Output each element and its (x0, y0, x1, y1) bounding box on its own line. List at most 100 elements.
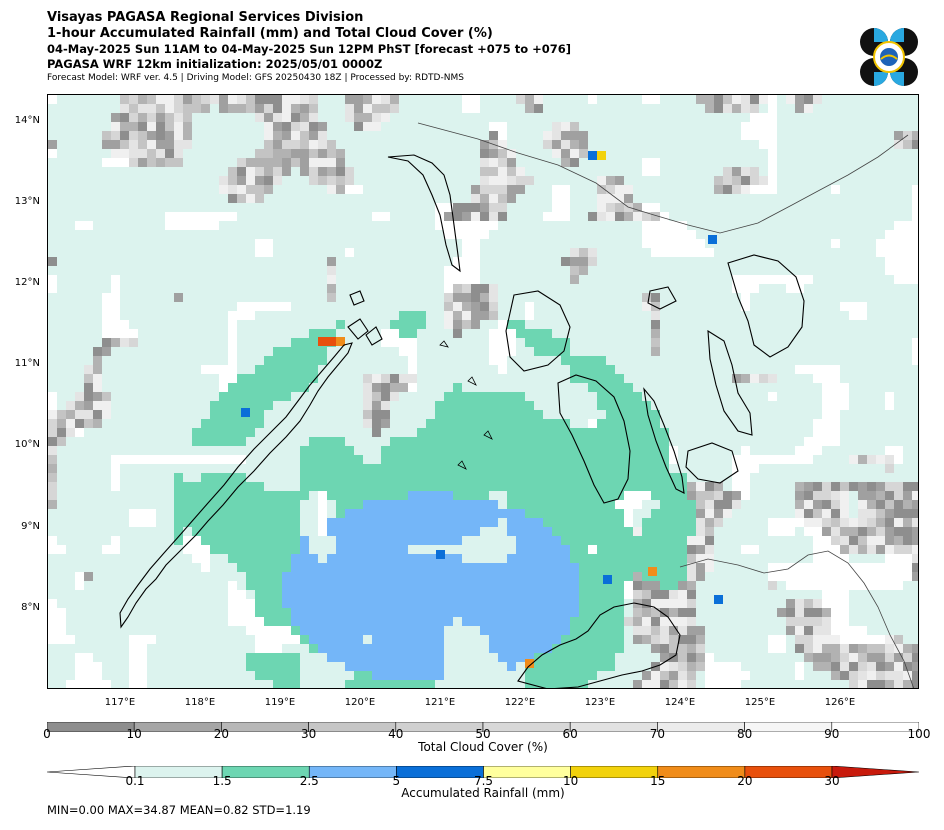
grid-cell (201, 158, 210, 167)
grid-cell (57, 158, 66, 167)
grid-cell (516, 320, 525, 329)
grid-cell (57, 320, 66, 329)
grid-cell (237, 122, 246, 131)
grid-cell (822, 140, 831, 149)
grid-cell (750, 248, 759, 257)
grid-cell (372, 329, 381, 338)
grid-cell (327, 293, 336, 302)
grid-cell (732, 113, 741, 122)
grid-cell (552, 491, 561, 500)
grid-cell (345, 302, 354, 311)
grid-cell (507, 149, 516, 158)
grid-cell (165, 158, 174, 167)
grid-cell (831, 149, 840, 158)
grid-cell (768, 500, 777, 509)
grid-cell (516, 95, 525, 104)
grid-cell (498, 554, 507, 563)
grid-cell (57, 428, 66, 437)
grid-cell (885, 428, 894, 437)
grid-cell (615, 230, 624, 239)
grid-cell (93, 131, 102, 140)
grid-cell (660, 437, 669, 446)
grid-cell (714, 392, 723, 401)
grid-cell (714, 95, 723, 104)
grid-cell (660, 536, 669, 545)
grid-cell (192, 113, 201, 122)
grid-cell (705, 491, 714, 500)
grid-cell (912, 464, 918, 473)
grid-cell (318, 293, 327, 302)
grid-cell (453, 455, 462, 464)
grid-cell (129, 491, 138, 500)
pagasa-logo (860, 28, 918, 86)
grid-cell (732, 266, 741, 275)
grid-cell (894, 437, 903, 446)
grid-cell (138, 581, 147, 590)
grid-cell (48, 293, 57, 302)
grid-cell (660, 590, 669, 599)
grid-cell (714, 212, 723, 221)
grid-cell (588, 464, 597, 473)
grid-cell (480, 392, 489, 401)
grid-cell (705, 302, 714, 311)
grid-cell (174, 266, 183, 275)
grid-cell (246, 365, 255, 374)
grid-cell (588, 554, 597, 563)
grid-cell (399, 176, 408, 185)
grid-cell (300, 158, 309, 167)
grid-cell (849, 356, 858, 365)
grid-cell (255, 113, 264, 122)
grid-cell (273, 446, 282, 455)
grid-cell (687, 257, 696, 266)
grid-cell (660, 104, 669, 113)
grid-cell (588, 473, 597, 482)
grid-cell (867, 383, 876, 392)
grid-cell (660, 149, 669, 158)
grid-cell (660, 473, 669, 482)
grid-cell (354, 356, 363, 365)
grid-cell (381, 491, 390, 500)
grid-cell (750, 212, 759, 221)
grid-cell (822, 122, 831, 131)
grid-cell (651, 410, 660, 419)
grid-cell (624, 329, 633, 338)
grid-cell (489, 419, 498, 428)
grid-cell (579, 356, 588, 365)
grid-cell (120, 464, 129, 473)
grid-cell (138, 329, 147, 338)
grid-cell (201, 104, 210, 113)
grid-cell (786, 491, 795, 500)
grid-cell (651, 176, 660, 185)
grid-cell (615, 266, 624, 275)
grid-cell (165, 518, 174, 527)
grid-cell (156, 509, 165, 518)
grid-cell (435, 482, 444, 491)
grid-cell (768, 203, 777, 212)
grid-cell (183, 473, 192, 482)
grid-cell (759, 536, 768, 545)
grid-cell (327, 230, 336, 239)
grid-cell (615, 212, 624, 221)
grid-cell (858, 257, 867, 266)
grid-cell (588, 338, 597, 347)
grid-cell (273, 158, 282, 167)
grid-cell (426, 257, 435, 266)
grid-cell (408, 590, 417, 599)
grid-cell (570, 455, 579, 464)
grid-cell (876, 167, 885, 176)
grid-cell (147, 122, 156, 131)
grid-cell (705, 365, 714, 374)
grid-cell (651, 293, 660, 302)
grid-cell (777, 581, 786, 590)
grid-cell (606, 365, 615, 374)
grid-cell (669, 500, 678, 509)
grid-cell (633, 410, 642, 419)
grid-cell (786, 302, 795, 311)
grid-cell (264, 158, 273, 167)
grid-cell (633, 248, 642, 257)
grid-cell (84, 446, 93, 455)
grid-cell (372, 482, 381, 491)
grid-cell (822, 482, 831, 491)
grid-cell (471, 446, 480, 455)
grid-cell (399, 239, 408, 248)
